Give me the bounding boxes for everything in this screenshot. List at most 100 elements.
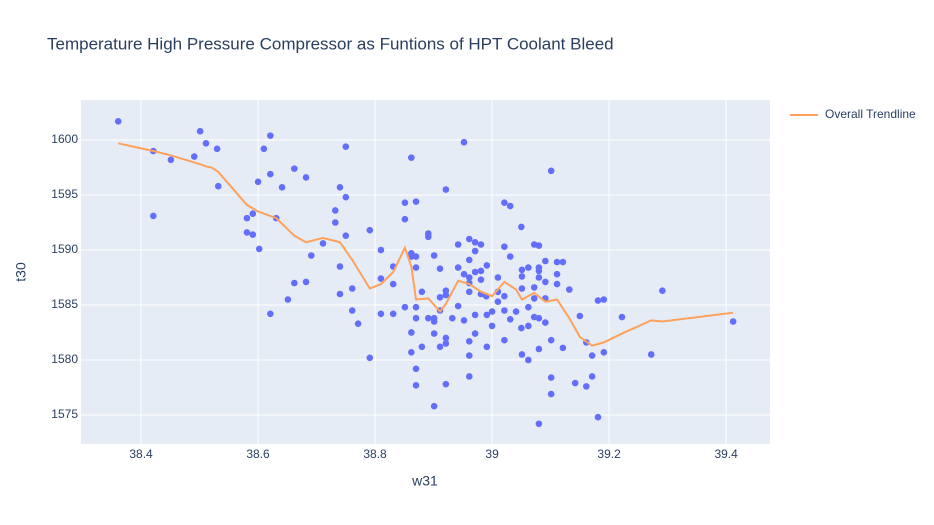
scatter-point xyxy=(243,229,251,236)
scatter-point xyxy=(331,207,339,214)
scatter-point xyxy=(483,311,491,319)
scatter-point xyxy=(647,351,655,358)
scatter-point xyxy=(377,310,385,318)
scatter-point xyxy=(408,154,415,161)
scatter-point xyxy=(535,242,543,249)
scatter-point xyxy=(389,310,397,318)
scatter-point xyxy=(535,420,543,428)
scatter-point xyxy=(530,295,538,302)
scatter-point xyxy=(114,118,122,125)
scatter-point xyxy=(302,174,310,181)
scatter-point xyxy=(471,330,479,337)
scatter-point xyxy=(454,302,462,310)
scatter-point xyxy=(588,373,596,380)
scatter-point xyxy=(430,402,438,410)
scatter-point xyxy=(412,365,420,373)
scatter-point xyxy=(559,258,567,266)
scatter-point xyxy=(535,267,543,275)
scatter-point xyxy=(542,278,549,286)
scatter-point xyxy=(618,313,626,321)
scatter-point xyxy=(366,354,374,362)
scatter-point xyxy=(348,285,356,292)
scatter-point xyxy=(267,132,274,139)
scatter-point xyxy=(302,278,310,286)
scatter-point xyxy=(412,314,420,322)
scatter-point xyxy=(408,253,415,260)
scatter-point xyxy=(477,276,485,283)
scatter-point xyxy=(471,247,479,255)
scatter-point xyxy=(465,337,473,345)
scatter-point xyxy=(553,280,561,288)
scatter-point xyxy=(190,153,198,160)
scatter-point xyxy=(354,320,362,327)
chart-title: Temperature High Pressure Compressor as … xyxy=(47,34,614,53)
scatter-point xyxy=(512,308,520,315)
scatter-point xyxy=(454,241,462,248)
scatter-point xyxy=(530,284,538,291)
scatter-point xyxy=(477,241,485,248)
scatter-point xyxy=(465,288,473,296)
y-tick-label: 1585 xyxy=(51,297,78,311)
scatter-point xyxy=(418,343,426,351)
scatter-point xyxy=(214,182,222,190)
scatter-point xyxy=(547,390,555,398)
scatter-point xyxy=(213,145,221,153)
y-axis-title: t30 xyxy=(13,262,29,282)
scatter-point xyxy=(442,380,450,388)
scatter-point xyxy=(412,381,420,389)
x-tick-label: 39.2 xyxy=(597,447,621,461)
scatter-point xyxy=(331,219,339,226)
x-axis-title: w31 xyxy=(411,473,438,489)
scatter-point xyxy=(442,186,450,193)
scatter-point xyxy=(460,317,468,324)
scatter-point xyxy=(600,296,608,303)
scatter-point xyxy=(501,336,508,344)
scatter-point xyxy=(465,352,473,359)
scatter-point xyxy=(594,413,602,421)
scatter-point xyxy=(412,264,420,271)
scatter-point xyxy=(442,334,450,342)
scatter-point xyxy=(278,184,286,191)
scatter-point xyxy=(518,285,526,292)
scatter-point xyxy=(588,352,596,359)
scatter-point xyxy=(566,286,573,293)
scatter-point xyxy=(167,156,175,164)
scatter-point xyxy=(535,345,543,353)
scatter-point xyxy=(336,290,344,298)
scatter-point xyxy=(518,273,526,280)
scatter-point xyxy=(377,275,385,282)
trendline xyxy=(117,142,734,347)
scatter-point xyxy=(547,336,555,344)
scatter-point xyxy=(488,308,496,315)
scatter-point xyxy=(436,265,444,273)
scatter-point xyxy=(542,319,549,326)
scatter-point xyxy=(465,256,473,264)
scatter-point xyxy=(471,311,479,319)
scatter-point xyxy=(150,212,157,220)
scatter-point xyxy=(506,202,514,210)
scatter-point xyxy=(401,215,409,223)
scatter-point xyxy=(547,374,555,381)
scatter-point xyxy=(518,266,526,274)
scatter-point xyxy=(425,233,432,241)
scatter-point xyxy=(291,279,298,287)
scatter-point xyxy=(267,170,274,178)
scatter-point xyxy=(501,243,508,251)
scatter-point xyxy=(506,315,514,323)
scatter-point xyxy=(465,235,473,243)
scatter-point xyxy=(401,199,409,207)
scatter-point xyxy=(483,343,491,351)
scatter-point xyxy=(535,274,543,281)
scatter-point xyxy=(571,379,579,387)
scatter-point xyxy=(307,252,315,259)
scatter-point xyxy=(260,145,268,153)
scatter-point xyxy=(408,348,415,356)
scatter-point xyxy=(501,307,508,314)
scatter-point xyxy=(342,232,350,240)
scatter-point xyxy=(442,340,450,347)
x-tick-label: 39.4 xyxy=(714,447,738,461)
scatter-point xyxy=(377,246,385,254)
scatter-point xyxy=(254,178,262,186)
scatter-point xyxy=(594,297,602,304)
